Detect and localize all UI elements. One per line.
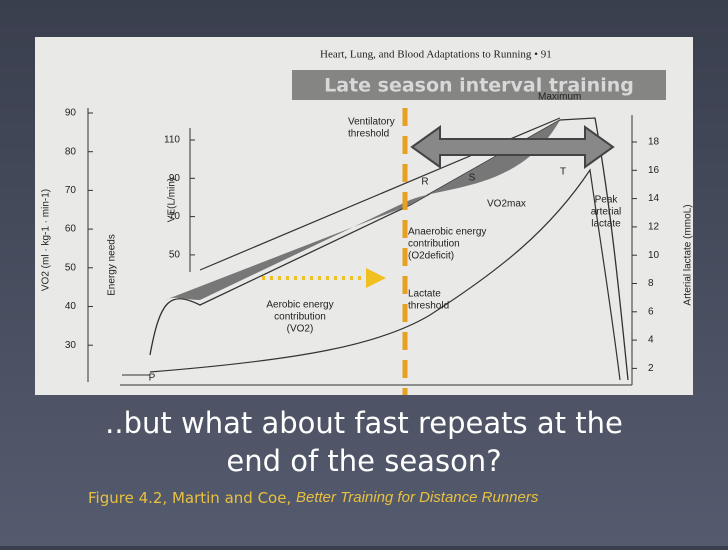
- figure-label: arterial: [591, 207, 622, 218]
- figure: Heart, Lung, and Blood Adaptations to Ru…: [35, 37, 694, 395]
- tick-label: 70: [65, 185, 77, 196]
- figure-label: contribution: [274, 312, 326, 323]
- tick-label: 18: [648, 137, 660, 148]
- figure-label: P: [149, 373, 156, 384]
- tick-label: 12: [648, 222, 660, 233]
- caption-line: ..but what about fast repeats at the: [105, 406, 623, 440]
- lactate-curve: [149, 168, 621, 381]
- figure-label: Peak: [595, 195, 619, 206]
- tick-label: 4: [648, 335, 654, 346]
- tick-label: 80: [65, 146, 77, 157]
- figure-label: T: [560, 167, 566, 178]
- tick-label: 60: [65, 224, 77, 235]
- figure-label: threshold: [348, 129, 389, 140]
- caption-line: end of the season?: [226, 444, 501, 478]
- figure-label: VO2max: [487, 199, 526, 210]
- tick-label: 30: [65, 340, 77, 351]
- tick-label: 6: [648, 306, 654, 317]
- figure-label: S: [469, 173, 476, 184]
- figure-label: Aerobic energy: [266, 300, 333, 311]
- figure-label: Ventilatory: [348, 117, 395, 128]
- tick-label: 14: [648, 193, 660, 204]
- figure-label: Anaerobic energy: [408, 227, 486, 238]
- dotted-arrow-head: [366, 268, 386, 288]
- right-axis-title: Arterial lactate (mmoL): [683, 204, 694, 305]
- tick-label: 50: [65, 262, 77, 273]
- figure-label: R: [421, 177, 428, 188]
- double-arrow: [410, 125, 615, 169]
- figure-label: lactate: [591, 219, 621, 230]
- figure-label: Maximum: [538, 92, 581, 103]
- vo2-curve: [149, 117, 629, 381]
- figure-label: Lactate: [408, 289, 441, 300]
- tick-label: 90: [65, 108, 77, 119]
- figure-label: contribution: [408, 239, 460, 250]
- credit-book: Better Training for Distance Runners: [296, 489, 539, 506]
- tick-label: 50: [169, 250, 181, 261]
- figure-header: Heart, Lung, and Blood Adaptations to Ru…: [320, 49, 552, 61]
- tick-label: 90: [169, 173, 181, 184]
- tick-label: 8: [648, 278, 654, 289]
- tick-label: 40: [65, 301, 77, 312]
- tick-label: 2: [648, 363, 654, 374]
- tick-label: 110: [164, 135, 180, 146]
- left-axis-title: VO2 (ml · kg-1 · min-1): [41, 189, 52, 291]
- tick-label: 16: [648, 165, 660, 176]
- overlay-box: [292, 70, 666, 100]
- credit-text: Figure 4.2, Martin and Coe,: [88, 489, 296, 507]
- credit: Figure 4.2, Martin and Coe, Better Train…: [88, 489, 539, 507]
- energy-needs: Energy needs: [107, 234, 118, 296]
- tick-label: 70: [169, 211, 181, 222]
- figure-label: threshold: [408, 301, 449, 312]
- tick-label: 10: [648, 250, 660, 261]
- figure-label: (VO2): [287, 324, 314, 335]
- figure-label: (O2deficit): [408, 251, 454, 262]
- inner-axis-title: VE(L/min): [167, 178, 178, 222]
- overlay-title: Late season interval training: [324, 75, 634, 97]
